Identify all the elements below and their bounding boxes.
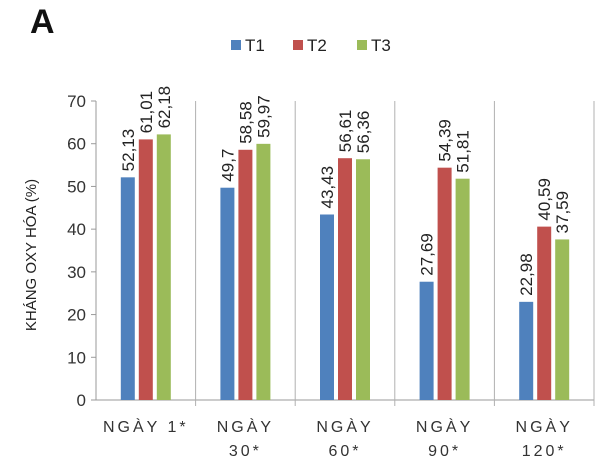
category-label: 120* <box>522 443 567 460</box>
bar-t3 <box>156 134 171 400</box>
category-label: NGÀY <box>316 417 373 436</box>
legend-swatch-t3 <box>357 40 367 50</box>
legend: T1 T2 T3 <box>231 36 391 55</box>
bar-t1 <box>120 177 135 400</box>
category-label: 90* <box>428 443 461 460</box>
y-axis-label: KHÁNG OXY HÓA (%) <box>23 179 40 331</box>
y-tick-label: 40 <box>67 220 86 239</box>
category-label: 60* <box>328 443 361 460</box>
data-label: 51,81 <box>454 130 473 173</box>
axes: 0 10 20 30 40 50 60 70 NGÀY 1* NGÀY 30* NGÀY 60* NGÀY… <box>67 92 595 460</box>
bar-t2 <box>238 149 253 400</box>
category-label: NGÀY <box>217 417 274 436</box>
y-tick-label: 50 <box>67 177 86 196</box>
bar-t2 <box>138 139 153 400</box>
bar-t1 <box>419 281 434 400</box>
data-label: 49,7 <box>218 149 237 182</box>
legend-swatch-t1 <box>231 40 241 50</box>
legend-label: T2 <box>307 36 327 55</box>
y-tick-label: 60 <box>67 135 86 154</box>
legend-label: T3 <box>371 36 391 55</box>
bar-t3 <box>256 143 271 401</box>
bar-t2 <box>338 158 352 400</box>
category-label: NGÀY <box>516 417 573 436</box>
bar-t3 <box>555 239 570 400</box>
data-label: 61,01 <box>137 91 156 134</box>
data-label: 54,39 <box>436 119 455 162</box>
data-label: 58,58 <box>236 101 255 144</box>
y-tick-label: 30 <box>67 263 86 282</box>
data-label: 43,43 <box>318 166 337 209</box>
data-label: 40,59 <box>535 178 554 221</box>
legend-label: T1 <box>245 36 265 55</box>
bar-t3 <box>455 178 470 400</box>
bar-t2 <box>537 226 552 400</box>
legend-swatch-t2 <box>293 40 303 50</box>
data-label: 56,36 <box>354 111 373 154</box>
panel-label: A <box>30 3 55 41</box>
y-tick-label: 10 <box>67 348 86 367</box>
y-tick-label: 0 <box>77 391 86 410</box>
bar-t3 <box>356 159 370 400</box>
data-label: 22,98 <box>517 253 536 296</box>
bar-t1 <box>320 214 334 400</box>
data-label: 59,97 <box>254 95 273 138</box>
y-tick-label: 70 <box>67 92 86 111</box>
category-label: 30* <box>229 443 262 460</box>
data-label: 27,69 <box>418 233 437 276</box>
data-label: 62,18 <box>155 86 174 129</box>
bar-t1 <box>519 301 534 400</box>
data-label: 56,61 <box>336 110 355 153</box>
category-label: NGÀY <box>416 417 473 436</box>
y-tick-label: 20 <box>67 306 86 325</box>
bar-t2 <box>437 167 452 400</box>
category-label: NGÀY 1* <box>103 417 189 436</box>
data-label: 52,13 <box>119 129 138 172</box>
data-label: 37,59 <box>553 191 572 234</box>
bar-t1 <box>220 187 235 400</box>
